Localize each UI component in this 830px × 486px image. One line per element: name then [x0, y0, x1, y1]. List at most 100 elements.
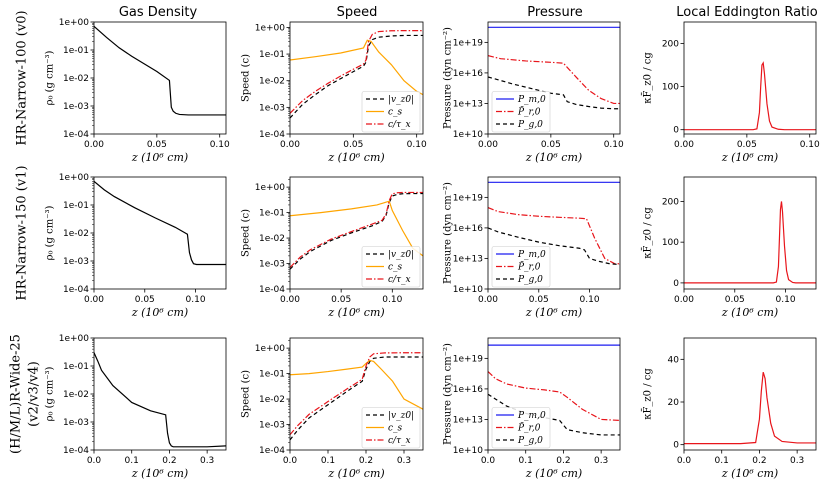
- y-axis-label: Pressure (dyn cm⁻²): [443, 27, 454, 129]
- y-tick-label: 1e-02: [259, 77, 285, 87]
- legend-box: [491, 407, 551, 449]
- x-axis-label: z (10⁶ cm): [327, 467, 384, 480]
- panel-gas-density: 0.00 0.05 0.10 1e-04 1e-03 1e-02 1e-01 1e+00 z (…: [45, 18, 231, 164]
- x-tick-label: 0.00: [478, 295, 498, 305]
- legend-label: P̄_r,0: [517, 422, 541, 434]
- series-group: [290, 30, 423, 119]
- x-tick-label: 0.0: [87, 456, 102, 466]
- y-tick-label: 1e-03: [259, 103, 285, 113]
- axes-frame: [289, 176, 424, 290]
- row-1: HR-Narrow-150 (v1) 0.00 0.05 0.10 1e-04 1e-03…: [15, 165, 817, 319]
- legend-label: P_m,0: [517, 95, 546, 105]
- y-tick-label: 1e-02: [259, 234, 285, 244]
- series-group: [488, 181, 620, 266]
- y-tick-label: 1e+19: [453, 354, 484, 364]
- y-tick-label: 1e+00: [255, 183, 286, 193]
- y-axis-label: Speed (c): [241, 54, 252, 102]
- x-tick-label: 0.05: [529, 295, 549, 305]
- series-group: [684, 201, 816, 284]
- y-tick-label: 1e+13: [453, 415, 483, 425]
- y-axis-label: Speed (c): [241, 370, 252, 418]
- y-tick-label: 1e-03: [63, 418, 89, 428]
- y-tick-label: 1e-04: [259, 130, 285, 140]
- row-label: HR-Narrow-150 (v1): [15, 165, 30, 300]
- y-tick-label: 1e-01: [259, 370, 285, 380]
- axes-frame: [683, 337, 817, 451]
- y-tick-label: 0: [673, 441, 679, 451]
- legend-label: c_s: [388, 108, 403, 118]
- x-tick-label: 0.05: [147, 140, 167, 150]
- y-tick-label: 200: [662, 197, 679, 207]
- x-tick-label: 0.05: [725, 295, 745, 305]
- y-tick-label: 1e+10: [453, 446, 484, 456]
- series-group: [488, 344, 620, 436]
- legend: P_m,0P̄_r,0 P_g,0: [491, 407, 551, 449]
- y-axis-label: Speed (c): [241, 209, 252, 257]
- series-group: [684, 61, 816, 131]
- series-line-1: [290, 359, 423, 410]
- legend-label: |v_z0|: [388, 250, 414, 260]
- series-group: [290, 191, 423, 270]
- y-tick-label: 1e-03: [63, 257, 89, 267]
- x-axis-label: z (10⁶ cm): [525, 467, 582, 480]
- x-tick-label: 0.00: [280, 295, 300, 305]
- x-tick-label: 0.2: [162, 456, 176, 466]
- y-tick-label: 1e+10: [453, 130, 484, 140]
- legend-label: |v_z0|: [388, 411, 414, 421]
- x-tick-label: 0.10: [800, 140, 820, 150]
- panel-eddington: 0.0 0.1 0.2 0.3 0 20 40 z (10⁶ cm) κF̄_z0 / cg: [642, 337, 817, 480]
- y-tick-label: 1e-01: [63, 46, 89, 56]
- y-axis-label: ρ₀ (g cm⁻³): [45, 205, 56, 260]
- series-line-0: [94, 25, 226, 116]
- x-axis-label: z (10⁶ cm): [525, 151, 582, 164]
- panel-speed: 0.00 0.05 0.10 1e-04 1e-03 1e-02 1e-01 1e+00 z (…: [241, 21, 427, 164]
- y-tick-label: 1e+13: [453, 254, 483, 264]
- x-axis-label: z (10⁶ cm): [327, 306, 384, 319]
- x-tick-label: 0.1: [125, 456, 139, 466]
- axes-frame: [487, 21, 621, 135]
- x-tick-label: 0.0: [283, 456, 298, 466]
- series-line-2: [290, 352, 423, 436]
- y-tick-label: 1e-02: [63, 74, 89, 84]
- row-2: (H/M/L)R-Wide-25 (v2/v3/v4) 0.0 0.1 0.2 0.3 1e…: [9, 334, 817, 480]
- panel-gas-density: 0.00 0.05 0.10 1e-04 1e-03 1e-02 1e-01 1e+00 z (…: [45, 173, 227, 319]
- series-line-2: [488, 76, 620, 110]
- x-tick-label: 0.2: [556, 456, 570, 466]
- x-tick-label: 0.00: [84, 295, 104, 305]
- x-axis-label: z (10⁶ cm): [721, 306, 778, 319]
- row-label: (v2/v3/v4): [27, 361, 42, 427]
- y-tick-label: 1e-04: [259, 285, 285, 295]
- x-tick-label: 0.00: [84, 140, 104, 150]
- row-0: HR-Narrow-100 (v0) 0.00 0.05 0.10 1e-04 1e-03…: [15, 10, 821, 164]
- x-tick-label: 0.00: [280, 140, 300, 150]
- y-tick-label: 1e+00: [59, 18, 90, 28]
- series-line-0: [684, 371, 816, 445]
- y-tick-label: 1e+19: [453, 38, 484, 48]
- x-tick-label: 0.00: [674, 140, 694, 150]
- series-line-0: [290, 356, 423, 441]
- row-label: (H/M/L)R-Wide-25: [9, 334, 24, 454]
- legend-label: P̄_r,0: [517, 106, 541, 118]
- y-axis-label: κF̄_z0 / cg: [642, 368, 654, 420]
- axes-frame: [93, 337, 227, 451]
- legend: |v_z0| c_s c/τ_x: [361, 91, 421, 133]
- panel-pressure: 0.00 0.05 0.10 1e+10 1e+13 1e+16 1e+19 z (10⁶ c…: [443, 176, 621, 319]
- series-line-0: [94, 180, 226, 266]
- column-title-speed: Speed: [337, 5, 378, 20]
- legend-box: [491, 91, 551, 133]
- x-tick-label: 0.3: [594, 456, 608, 466]
- series-line-1: [488, 206, 620, 265]
- series-line-2: [290, 30, 423, 114]
- y-tick-label: 1e-01: [63, 362, 89, 372]
- axes-frame: [93, 21, 227, 135]
- series-line-1: [290, 200, 423, 257]
- x-tick-label: 0.10: [776, 295, 796, 305]
- legend-label: P̄_r,0: [517, 261, 541, 273]
- series-line-2: [488, 227, 620, 266]
- y-tick-label: 200: [662, 40, 679, 50]
- legend: |v_z0| c_s c/τ_x: [361, 246, 421, 288]
- axes-frame: [289, 21, 424, 135]
- series-line-0: [290, 192, 423, 270]
- y-axis-label: Pressure (dyn cm⁻²): [443, 343, 454, 445]
